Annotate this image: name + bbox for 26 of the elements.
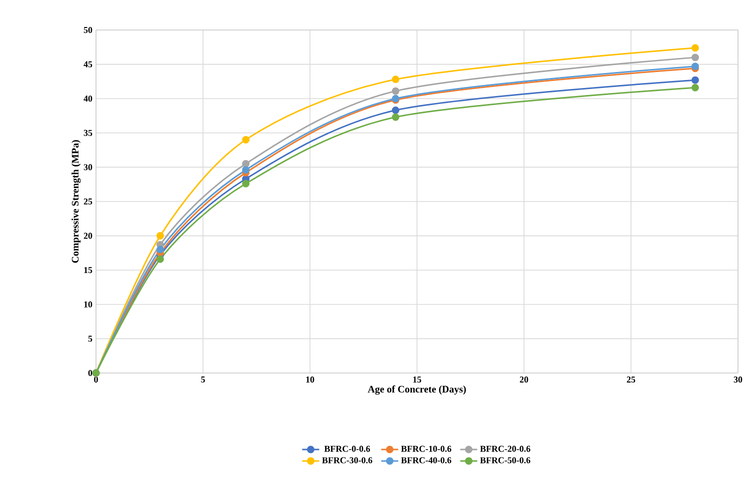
x-tick-label: 30: [734, 376, 742, 383]
y-tick-label: 25: [84, 198, 92, 205]
legend-label: BFRC-50-0.6: [480, 457, 530, 464]
y-tick-label: 0: [88, 370, 92, 376]
y-tick-label: 30: [84, 164, 92, 170]
x-tick-label: 20: [520, 376, 528, 383]
legend-label: BFRC-40-0.6: [401, 457, 452, 464]
x-tick-label: 15: [413, 376, 422, 383]
y-tick-label: 35: [84, 130, 92, 136]
y-tick-label: 50: [84, 26, 92, 34]
x-tick-label: 10: [306, 376, 314, 383]
legend-label: BFRC-10-0.6: [401, 446, 452, 452]
y-axis-title: Compressive Strength (MPa): [72, 140, 81, 263]
y-tick-label: 5: [88, 336, 92, 342]
legend-label: BFRC-20-0.6: [480, 446, 530, 452]
legend-label: BFRC-30-0.6: [322, 457, 372, 464]
y-tick-label: 45: [84, 61, 92, 68]
legend-label: BFRC-0-0.6: [324, 446, 370, 452]
y-tick-label: 15: [84, 267, 92, 274]
x-tick-label: 0: [94, 376, 98, 383]
y-tick-label: 20: [84, 232, 92, 239]
y-tick-label: 10: [84, 301, 92, 308]
x-axis-title: Age of Concrete (Days): [368, 385, 466, 395]
x-tick-label: 5: [201, 376, 205, 382]
x-tick-label: 25: [626, 376, 636, 383]
y-tick-label: 40: [84, 96, 92, 102]
